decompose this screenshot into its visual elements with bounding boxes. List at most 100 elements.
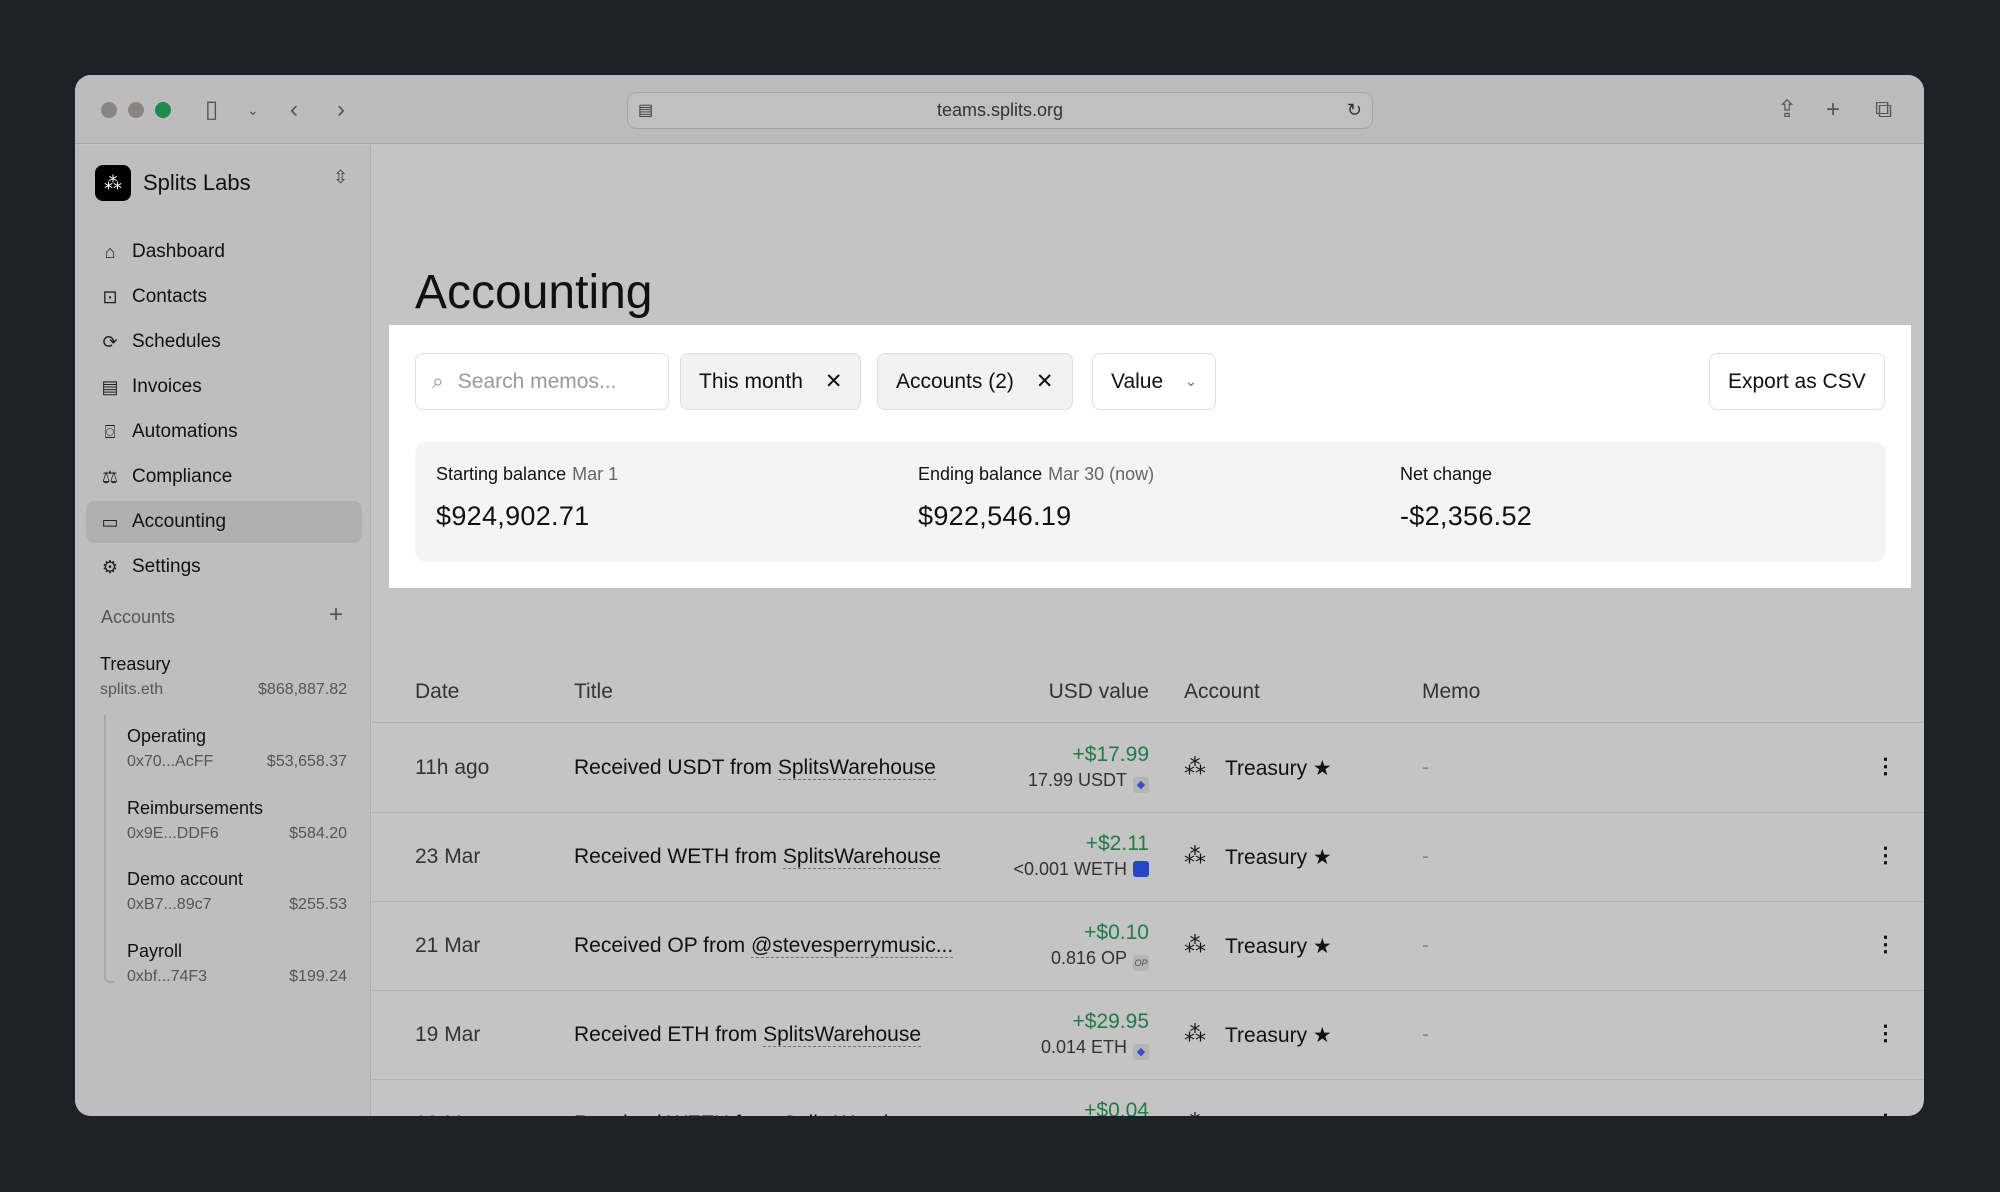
nav-label: Invoices [132,376,202,397]
account-label: Treasury [1225,1024,1308,1047]
row-account[interactable]: Treasury ★ [1225,845,1332,870]
export-csv-button[interactable]: Export as CSV [1709,353,1885,410]
column-usd[interactable]: USD value [1048,680,1149,703]
close-icon[interactable]: ✕ [1035,370,1054,393]
star-icon: ★ [1313,1113,1332,1116]
stat-value: $924,902.71 [436,501,590,531]
account-address: 0x9E...DDF6 [127,825,219,842]
more-options-icon[interactable]: ⋮ [1875,933,1896,956]
chevron-down-icon[interactable]: ⌄ [247,102,259,118]
close-window-button[interactable] [101,102,117,118]
nav-label: Compliance [132,466,233,487]
accounts-filter-label: Accounts (2) [896,369,1014,393]
counterparty-link[interactable]: @stevesperrymusic... [751,934,954,958]
row-title: Received WETH from SplitsWarehouse [574,1112,941,1116]
account-item[interactable]: Treasury splits.eth $868,887.82 [100,654,347,699]
accounts-filter[interactable]: Accounts (2) ✕ [877,353,1073,410]
org-switcher[interactable]: ⁂ Splits Labs [95,165,251,201]
sidebar-item-schedules[interactable]: ⟳ Schedules [86,321,362,363]
counterparty-link[interactable]: SplitsWarehouse [777,756,936,780]
reload-icon[interactable]: ↻ [1346,100,1362,120]
page-icon: ▤ [638,102,654,119]
zoom-window-button[interactable] [155,102,171,118]
counterparty-link[interactable]: SplitsWarehouse [763,1023,922,1047]
add-account-button[interactable]: + [329,601,344,628]
address-bar[interactable]: ▤ teams.splits.org ↻ [627,92,1373,129]
row-title: Received WETH from SplitsWarehouse [574,845,941,869]
chevron-up-down-icon[interactable]: ⇳ [333,167,349,187]
sidebar-item-automations[interactable]: ⌼ Automations [86,411,362,453]
nav-label: Accounting [132,511,227,532]
table-row[interactable]: 11h ago Received USDT from SplitsWarehou… [372,724,1924,813]
account-item[interactable]: Reimbursements 0x9E...DDF6 $584.20 [127,798,347,843]
token-amount: 0.014 ETH [1040,1037,1127,1057]
forward-icon[interactable]: › [337,96,345,123]
stat-value: -$2,356.52 [1400,501,1533,531]
row-title: Received USDT from SplitsWarehouse [574,756,936,780]
title-prefix: Received ETH from [574,1023,758,1046]
share-icon[interactable]: ⇪ [1777,96,1798,123]
account-name: Reimbursements [127,798,264,818]
back-icon[interactable]: ‹ [290,96,298,123]
page-title: Accounting [415,266,653,319]
counterparty-link[interactable]: SplitsWarehouse [782,1112,941,1116]
counterparty-link[interactable]: SplitsWarehouse [782,845,941,869]
token-amount: <0.001 WETH [1013,859,1127,879]
column-memo[interactable]: Memo [1422,680,1481,703]
value-label: Value [1111,369,1164,393]
sidebar-item-compliance[interactable]: ⚖ Compliance [86,456,362,498]
usd-amount: +$17.99 [1072,743,1150,766]
scale-icon: ⚖ [101,466,119,487]
sidebar: ⁂ Splits Labs ⇳ ⌂ Dashboard ⊡ Contacts ⟳ Sc… [75,145,371,1116]
value-filter[interactable]: Value ⌄ [1092,353,1216,410]
close-icon[interactable]: ✕ [824,370,843,393]
sidebar-item-invoices[interactable]: ▤ Invoices [86,366,362,408]
search-placeholder: Search memos... [457,369,617,393]
table-row[interactable]: 19 Mar Received WETH from SplitsWarehous… [372,1080,1924,1116]
account-name: Operating [127,726,207,746]
url-text: teams.splits.org [936,100,1064,120]
account-item[interactable]: Operating 0x70...AcFF $53,658.37 [127,726,347,771]
column-account[interactable]: Account [1184,680,1260,703]
splits-account-icon: ⁂ [1184,754,1206,779]
more-options-icon[interactable]: ⋮ [1875,1110,1896,1116]
refresh-icon: ⟳ [102,331,118,352]
more-options-icon[interactable]: ⋮ [1875,844,1896,867]
row-account[interactable]: Treasury ★ [1225,1023,1332,1048]
splits-account-icon: ⁂ [1184,1021,1206,1046]
account-address: 0xB7...89c7 [127,896,212,913]
row-account[interactable]: Treasury ★ [1225,934,1332,959]
sidebar-item-dashboard[interactable]: ⌂ Dashboard [86,231,362,273]
row-memo: - [1422,934,1429,957]
row-account[interactable]: Treasury ★ [1225,756,1332,781]
sidebar-item-settings[interactable]: ⚙ Settings [86,546,362,588]
column-title[interactable]: Title [574,680,613,703]
account-item[interactable]: Demo account 0xB7...89c7 $255.53 [127,869,347,914]
sidebar-item-accounting[interactable]: ▭ Accounting [86,501,362,543]
search-input[interactable]: ⌕ Search memos... [415,353,669,410]
row-account[interactable]: Treasury ★ [1225,1112,1332,1116]
new-tab-icon[interactable]: + [1826,96,1841,123]
column-date[interactable]: Date [415,680,460,703]
table-row[interactable]: 23 Mar Received WETH from SplitsWarehous… [372,813,1924,902]
more-options-icon[interactable]: ⋮ [1875,1022,1896,1045]
account-balance: $199.24 [289,968,347,985]
sidebar-item-contacts[interactable]: ⊡ Contacts [86,276,362,318]
table-row[interactable]: 21 Mar Received OP from @stevesperrymusi… [372,902,1924,991]
account-item[interactable]: Payroll 0xbf...74F3 $199.24 [127,941,347,986]
more-options-icon[interactable]: ⋮ [1875,755,1896,778]
gear-icon: ⚙ [101,556,119,577]
usd-amount: +$0.04 [1084,1099,1149,1116]
table-row[interactable]: 19 Mar Received ETH from SplitsWarehouse… [372,991,1924,1080]
row-date: 19 Mar [415,1023,481,1046]
ending-balance: Ending balance Mar 30 (now) $922,546.19 [918,464,1154,532]
tabs-overview-icon[interactable]: ⧉ [1875,96,1893,123]
star-icon: ★ [1312,1024,1332,1047]
account-address: 0xbf...74F3 [127,968,208,985]
minimize-window-button[interactable] [128,102,144,118]
account-name: Demo account [127,869,244,889]
period-filter[interactable]: This month ✕ [680,353,862,410]
robot-icon: ⌼ [104,421,116,442]
sidebar-toggle-icon[interactable]: ▯ [205,96,219,123]
title-prefix: Received USDT from [574,756,773,779]
